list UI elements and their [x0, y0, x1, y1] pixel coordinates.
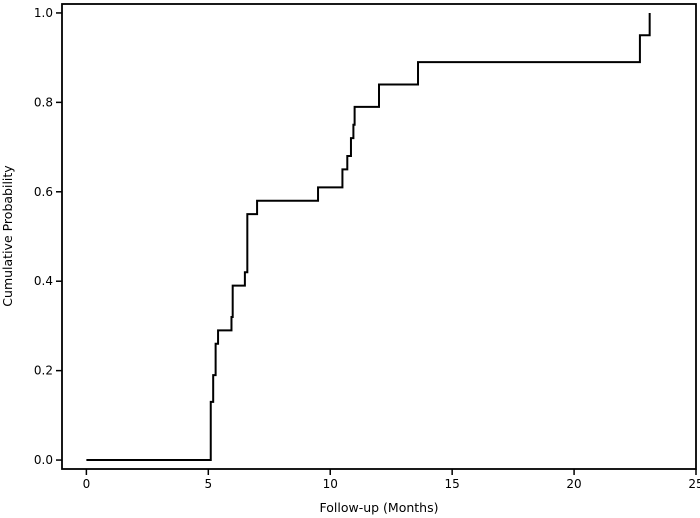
- x-axis: 0 5 10 15 20 25: [83, 469, 700, 491]
- series-layer: [86, 12, 651, 462]
- x-tick-label: 25: [688, 477, 700, 491]
- x-tick-label: 0: [83, 477, 91, 491]
- plot-frame: [61, 3, 697, 470]
- y-tick-label: 0.2: [34, 364, 53, 378]
- y-tick-label: 0.4: [34, 274, 53, 288]
- y-tick-label: 0.8: [34, 95, 53, 109]
- x-tick-label: 10: [323, 477, 338, 491]
- x-tick-label: 15: [445, 477, 460, 491]
- y-axis-label: Cumulative Probability: [0, 165, 15, 307]
- x-axis-label: Follow-up (Months): [320, 500, 439, 515]
- y-tick-label: 0.6: [34, 185, 53, 199]
- x-tick-label: 20: [566, 477, 581, 491]
- x-tick-label: 5: [204, 477, 212, 491]
- y-tick-label: 0.0: [34, 453, 53, 467]
- cumulative-step-line: [86, 12, 651, 462]
- y-tick-label: 1.0: [34, 6, 53, 20]
- y-axis: 0.0 0.2 0.4 0.6 0.8 1.0: [34, 6, 62, 467]
